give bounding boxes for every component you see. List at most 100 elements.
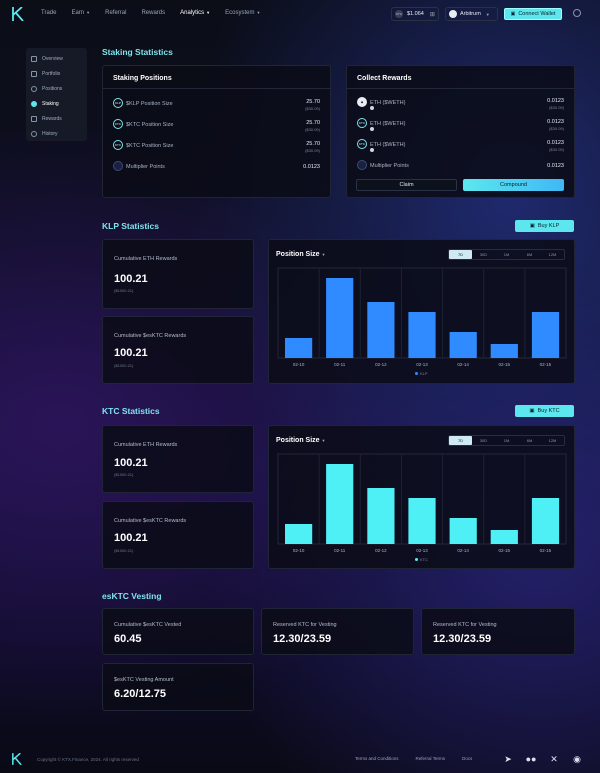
claim-button[interactable]: Claim [356, 179, 457, 191]
collect-rewards-card: Collect Rewards ◆ ETH ($WETH) 0.0123 ($3… [346, 65, 575, 198]
sidebar-item-label: Positions [42, 85, 63, 92]
sidebar-item-overview[interactable]: Overview [26, 51, 87, 66]
chart-bar[interactable] [408, 498, 436, 544]
timeframe-6m[interactable]: 6M [526, 252, 533, 257]
stat-value: 100.21 [114, 532, 148, 544]
x-tick-label: 02-10 [293, 548, 305, 553]
chart-bar[interactable] [490, 530, 518, 544]
klp-bar-chart: 02-10 02-11 02-12 02-13 02-14 02-15 02-15 [277, 267, 567, 367]
stat-label: Cumulative ETH Rewards [114, 442, 178, 448]
row-label: $KTC Position Size [126, 122, 174, 128]
timeframe-1m[interactable]: 1M [503, 252, 510, 257]
footer: Copyright © KTX.Finance, 2024. All right… [0, 742, 600, 773]
timeframe-30d[interactable]: 30D [479, 252, 488, 257]
timeframe-7d[interactable]: 7D [449, 250, 472, 259]
nav-link-rewards[interactable]: Rewards [141, 10, 166, 16]
connect-wallet-button[interactable]: ▣ Connect Wallet [504, 8, 562, 20]
sidebar-item-label: Rewards [42, 115, 62, 122]
chart-bar[interactable] [367, 488, 395, 544]
network-selector[interactable]: Arbitrum ▼ [445, 7, 498, 21]
timeframe-6m[interactable]: 6M [526, 438, 533, 443]
chart-bar[interactable] [408, 312, 436, 358]
row-value: 0.0123 [547, 119, 564, 125]
vesting-card: Cumulative $esKTC Vested 60.45 [102, 608, 254, 655]
nav-link-earn[interactable]: Earn ▼ [71, 10, 91, 16]
stat-label: $esKTC Vesting Amount [114, 677, 174, 683]
footer-links: Terms and Conditions Referral Terms Docs [355, 756, 489, 761]
divider [347, 88, 574, 89]
sidebar-item-staking[interactable]: Staking [26, 96, 87, 111]
row-value: 0.0123 [547, 163, 564, 169]
chart-bar[interactable] [449, 518, 477, 544]
buy-ktc-button[interactable]: ▣ Buy KTC [515, 405, 574, 417]
medium-icon[interactable]: ●● [525, 754, 537, 764]
nav-link-trade[interactable]: Trade [41, 10, 57, 16]
footer-link-docs[interactable]: Docs [461, 756, 473, 761]
cart-icon: ▣ [529, 223, 535, 229]
stat-label: Cumulative $esKTC Rewards [114, 333, 187, 339]
timeframe-1m[interactable]: 1M [503, 438, 510, 443]
chart-bar[interactable] [531, 498, 560, 544]
row-label: $KTC Position Size [126, 143, 174, 149]
row-sub: ($30.09) [549, 105, 564, 110]
timeframe-12m[interactable]: 12M [548, 438, 557, 443]
timeframe-12m[interactable]: 12M [548, 252, 557, 257]
compound-button[interactable]: Compound [463, 179, 564, 191]
row-sub: ($30.09) [549, 147, 564, 152]
nav-links: Trade Earn ▼ Referral Rewards Analytics ▼ … [41, 10, 275, 16]
chart-bar[interactable] [285, 338, 313, 358]
row-sub: ($30.09) [305, 148, 320, 153]
chart-legend: KLP [415, 371, 428, 376]
chart-bar[interactable] [326, 278, 354, 358]
logo-icon[interactable] [12, 7, 24, 21]
discord-icon[interactable]: ◉ [573, 754, 581, 764]
sidebar-item-portfolio[interactable]: Portfolio [26, 66, 87, 81]
sidebar-item-history[interactable]: History [26, 126, 87, 141]
nav-link-referral[interactable]: Referral [105, 10, 127, 16]
chart-bar[interactable] [449, 332, 477, 358]
chart-bar[interactable] [490, 344, 518, 358]
sidebar-item-label: History [42, 130, 58, 137]
chart-bar[interactable] [367, 302, 395, 358]
row-label: ETH ($WETH) [370, 100, 406, 106]
chevron-down-icon: ▼ [321, 252, 326, 257]
chart-title[interactable]: Position Size ▼ [276, 251, 325, 258]
vesting-card: Reserved KTC for Vesting 12.30/23.59 [261, 608, 414, 655]
stat-value: 12.30/23.59 [433, 633, 492, 645]
stat-sub: ($1000.21) [114, 288, 134, 293]
nav-link-ecosystem[interactable]: Ecosystem ▼ [225, 10, 261, 16]
stat-card: Cumulative ETH Rewards 100.21 ($1000.21) [102, 425, 254, 493]
chart-bar[interactable] [285, 524, 313, 544]
position-row: Multiplier Points 0.0123 [113, 161, 320, 177]
chevron-down-icon: ▼ [321, 438, 326, 443]
timeframe-30d[interactable]: 30D [479, 438, 488, 443]
sidebar-item-positions[interactable]: Positions [26, 81, 87, 96]
timeframe-7d[interactable]: 7D [449, 436, 472, 445]
chart-title[interactable]: Position Size ▼ [276, 437, 325, 444]
token-price-value: $1.064 [407, 11, 424, 17]
telegram-icon[interactable]: ➤ [504, 754, 512, 764]
portfolio-icon [31, 70, 37, 77]
stat-value: 100.21 [114, 347, 148, 359]
gift-icon [31, 115, 37, 122]
weth-icon [370, 106, 374, 110]
x-icon[interactable]: ✕ [550, 754, 558, 764]
stat-value: 12.30/23.59 [273, 633, 332, 645]
reward-row: KTC ETH ($WETH) 0.0123 ($30.09) [357, 139, 564, 155]
footer-link-terms[interactable]: Terms and Conditions [355, 756, 399, 761]
nav-link-analytics[interactable]: Analytics ▼ [180, 10, 211, 16]
row-label: ETH ($WETH) [370, 142, 406, 148]
globe-icon[interactable] [573, 9, 581, 17]
sidebar-item-rewards[interactable]: Rewards [26, 111, 87, 126]
chart-bar[interactable] [326, 464, 354, 544]
footer-link-referral-terms[interactable]: Referral Terms [415, 756, 445, 761]
chart-bar[interactable] [531, 312, 560, 358]
logo-icon[interactable] [12, 753, 22, 765]
x-tick-label: 02-15 [499, 548, 511, 553]
buy-klp-button[interactable]: ▣ Buy KLP [515, 220, 574, 232]
cart-icon: ⊞ [429, 11, 435, 18]
chart-title-label: Position Size [276, 437, 320, 444]
token-price[interactable]: KTC $1.064 ⊞ [391, 7, 439, 21]
stat-value: 100.21 [114, 273, 148, 285]
row-value: 0.0123 [547, 98, 564, 104]
